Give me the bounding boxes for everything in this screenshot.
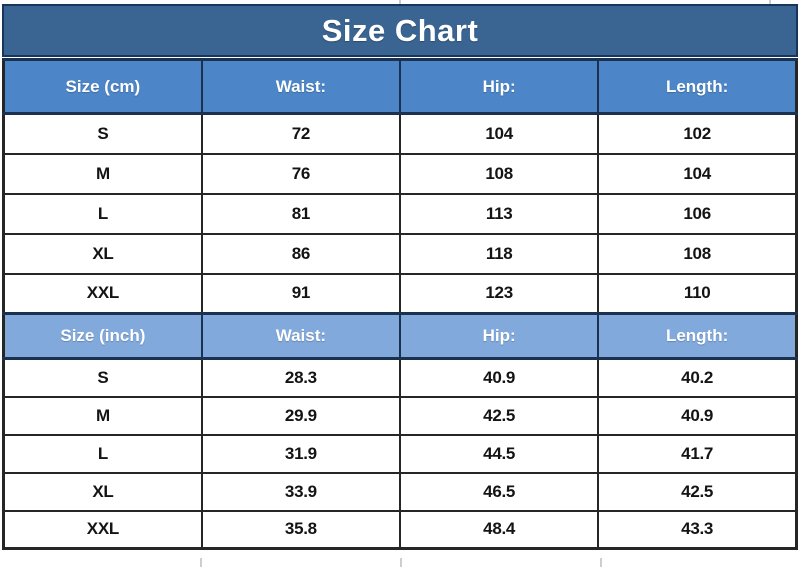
value-cell: 102: [597, 112, 798, 155]
grid-artifact-line: [600, 558, 602, 567]
value-cell: 29.9: [200, 395, 402, 436]
header-cell: Length:: [597, 312, 798, 360]
value-cell: 76: [200, 152, 402, 195]
header-cell: Length:: [597, 58, 798, 115]
size-label-cell: XL: [2, 232, 203, 275]
value-cell: 108: [597, 232, 798, 275]
header-cell: Waist:: [200, 312, 402, 360]
size-label-cell: M: [2, 395, 203, 436]
value-cell: 110: [597, 272, 798, 315]
value-cell: 35.8: [200, 509, 402, 550]
grid-artifact-line: [400, 558, 402, 567]
table-row: S 28.3 40.9 40.2: [2, 357, 798, 398]
header-row-inch: Size (inch) Waist: Hip: Length:: [2, 312, 798, 360]
value-cell: 86: [200, 232, 402, 275]
header-cell: Waist:: [200, 58, 402, 115]
size-table-body: Size (cm) Waist: Hip: Length: S 72 104 102 M 76 10…: [2, 58, 798, 550]
header-cell: Hip:: [398, 312, 600, 360]
value-cell: 46.5: [398, 471, 600, 512]
value-cell: 31.9: [200, 433, 402, 474]
value-cell: 48.4: [398, 509, 600, 550]
value-cell: 81: [200, 192, 402, 235]
value-cell: 44.5: [398, 433, 600, 474]
size-label-cell: XL: [2, 471, 203, 512]
header-cell: Size (cm): [2, 58, 203, 115]
size-label-cell: S: [2, 112, 203, 155]
table-row: M 29.9 42.5 40.9: [2, 395, 798, 436]
table-row: XXL 91 123 110: [2, 272, 798, 315]
value-cell: 108: [398, 152, 600, 195]
header-cell: Size (inch): [2, 312, 203, 360]
header-row-cm: Size (cm) Waist: Hip: Length:: [2, 58, 798, 115]
table-row: XXL 35.8 48.4 43.3: [2, 509, 798, 550]
table-row: S 72 104 102: [2, 112, 798, 155]
value-cell: 113: [398, 192, 600, 235]
grid-artifact-line: [399, 0, 401, 4]
page-title: Size Chart: [321, 12, 479, 48]
table-row: L 31.9 44.5 41.7: [2, 433, 798, 474]
value-cell: 28.3: [200, 357, 402, 398]
value-cell: 43.3: [597, 509, 798, 550]
value-cell: 104: [398, 112, 600, 155]
value-cell: 104: [597, 152, 798, 195]
value-cell: 106: [597, 192, 798, 235]
table-row: L 81 113 106: [2, 192, 798, 235]
value-cell: 72: [200, 112, 402, 155]
size-label-cell: M: [2, 152, 203, 195]
table-row: XL 33.9 46.5 42.5: [2, 471, 798, 512]
size-label-cell: S: [2, 357, 203, 398]
value-cell: 40.9: [398, 357, 600, 398]
value-cell: 123: [398, 272, 600, 315]
chart-title-bar: Size Chart: [2, 4, 798, 57]
grid-artifact-line: [769, 0, 771, 4]
value-cell: 40.2: [597, 357, 798, 398]
table-row: XL 86 118 108: [2, 232, 798, 275]
table-row: M 76 108 104: [2, 152, 798, 195]
value-cell: 41.7: [597, 433, 798, 474]
value-cell: 33.9: [200, 471, 402, 512]
value-cell: 42.5: [398, 395, 600, 436]
value-cell: 42.5: [597, 471, 798, 512]
size-label-cell: L: [2, 192, 203, 235]
size-label-cell: XXL: [2, 272, 203, 315]
value-cell: 91: [200, 272, 402, 315]
size-label-cell: XXL: [2, 509, 203, 550]
grid-artifact-line: [200, 558, 202, 567]
value-cell: 118: [398, 232, 600, 275]
size-label-cell: L: [2, 433, 203, 474]
header-cell: Hip:: [398, 58, 600, 115]
size-table: Size (cm) Waist: Hip: Length: S 72 104 102 M 76 10…: [2, 58, 798, 550]
value-cell: 40.9: [597, 395, 798, 436]
